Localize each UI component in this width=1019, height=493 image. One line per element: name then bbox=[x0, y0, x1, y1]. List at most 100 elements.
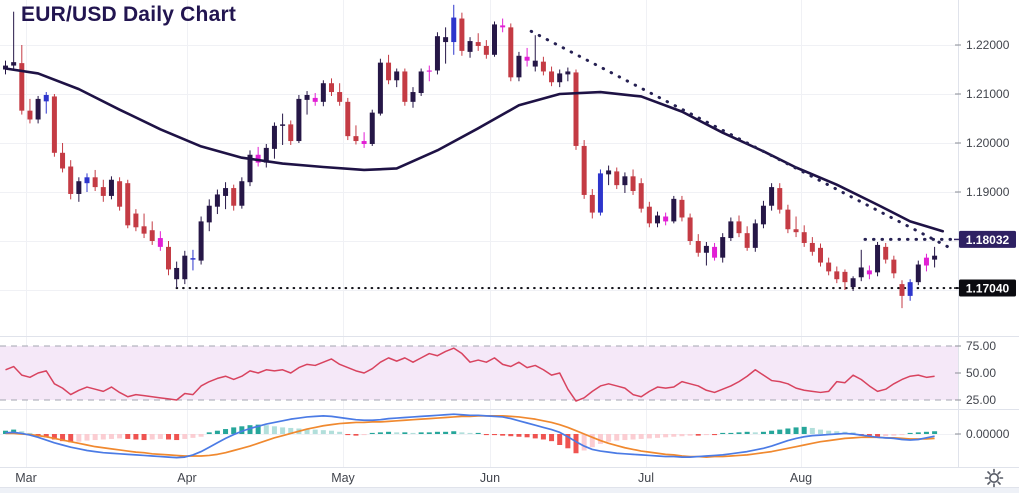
candle bbox=[296, 98, 302, 142]
macd-histogram-bar bbox=[695, 434, 701, 436]
candle bbox=[932, 255, 938, 260]
macd-histogram-bar bbox=[565, 434, 571, 449]
macd-histogram-bar bbox=[198, 434, 204, 437]
candle bbox=[923, 257, 929, 266]
candle bbox=[769, 187, 775, 206]
candle bbox=[312, 97, 318, 102]
candle bbox=[231, 188, 237, 206]
price-badge-text: 1.18032 bbox=[966, 233, 1010, 247]
macd-histogram-bar bbox=[92, 434, 98, 441]
macd-histogram-bar bbox=[467, 432, 473, 434]
macd-histogram-bar bbox=[785, 428, 791, 434]
time-axis: Mar Apr May Jun Jul Aug bbox=[15, 471, 812, 485]
macd-histogram-bar bbox=[687, 434, 693, 436]
candle bbox=[785, 209, 791, 230]
candle bbox=[76, 181, 82, 194]
candle bbox=[198, 221, 204, 261]
macd-histogram-bar bbox=[426, 432, 432, 434]
candle bbox=[410, 92, 416, 102]
candle bbox=[540, 61, 546, 72]
candle bbox=[329, 83, 334, 93]
settings-gear-icon[interactable] bbox=[983, 467, 1005, 489]
macd-histogram-bar bbox=[255, 424, 261, 434]
macd-histogram-bar bbox=[597, 434, 603, 444]
macd-histogram-bar bbox=[60, 434, 66, 442]
candle bbox=[214, 194, 220, 207]
macd-histogram-bar bbox=[500, 434, 506, 436]
candle bbox=[320, 83, 326, 102]
candle bbox=[402, 71, 408, 102]
candle bbox=[353, 136, 359, 142]
candle bbox=[125, 183, 131, 226]
candle bbox=[532, 60, 538, 67]
month-label[interactable]: Aug bbox=[790, 471, 812, 485]
candle bbox=[100, 187, 106, 196]
candle bbox=[280, 124, 286, 126]
rsi-tick-label: 25.00 bbox=[966, 393, 996, 407]
candle bbox=[68, 166, 74, 194]
candle bbox=[801, 232, 807, 243]
candle bbox=[84, 177, 90, 184]
candle bbox=[43, 94, 49, 102]
candle bbox=[557, 73, 563, 83]
macd-histogram-bar bbox=[549, 434, 555, 442]
candle bbox=[483, 45, 489, 55]
candle bbox=[516, 55, 522, 78]
candle bbox=[760, 205, 766, 225]
candle bbox=[614, 171, 620, 186]
candle bbox=[655, 215, 660, 224]
macd-histogram-bar bbox=[377, 432, 383, 434]
candle bbox=[247, 154, 253, 183]
macd-histogram-bar bbox=[51, 434, 57, 440]
macd-histogram-bar bbox=[492, 434, 497, 436]
candle bbox=[703, 245, 709, 253]
candle bbox=[842, 271, 848, 283]
candle bbox=[475, 42, 481, 46]
macd-histogram-bar bbox=[508, 434, 514, 437]
candle bbox=[345, 101, 351, 137]
month-label[interactable]: Jun bbox=[480, 471, 500, 485]
macd-histogram-bar bbox=[728, 432, 734, 434]
macd-histogram-bar bbox=[712, 434, 718, 436]
candle bbox=[451, 17, 457, 43]
macd-histogram-bar bbox=[231, 427, 237, 434]
macd-histogram-bar bbox=[214, 430, 220, 434]
month-label[interactable]: May bbox=[331, 471, 355, 485]
macd-histogram-bar bbox=[443, 431, 449, 434]
macd-histogram-bar bbox=[581, 434, 587, 451]
macd-histogram-bar bbox=[475, 432, 481, 434]
candle bbox=[736, 221, 742, 234]
macd-histogram-bar bbox=[736, 432, 742, 434]
rsi-tick-label: 50.00 bbox=[966, 366, 996, 380]
macd-histogram-bar bbox=[149, 434, 155, 440]
rsi-line bbox=[5, 347, 935, 402]
candle bbox=[206, 205, 212, 223]
candle bbox=[671, 198, 677, 222]
macd-histogram-bar bbox=[932, 431, 938, 434]
candle bbox=[858, 267, 864, 278]
macd-histogram-bar bbox=[35, 434, 41, 436]
macd-histogram-bar bbox=[239, 426, 245, 434]
macd-histogram-bar bbox=[622, 434, 628, 441]
candle bbox=[638, 183, 644, 209]
month-label[interactable]: Jul bbox=[638, 471, 654, 485]
rsi-band bbox=[0, 345, 958, 401]
macd-histogram-bar bbox=[157, 434, 163, 439]
macd-histogram-bar bbox=[369, 432, 375, 434]
macd-histogram-bar bbox=[638, 434, 644, 439]
month-label[interactable]: Mar bbox=[15, 471, 37, 485]
month-label[interactable]: Apr bbox=[177, 471, 196, 485]
candle bbox=[27, 110, 33, 120]
candle bbox=[549, 71, 555, 83]
macd-zero-label: 0.00000 bbox=[966, 427, 1010, 441]
candle bbox=[899, 284, 905, 296]
candle bbox=[606, 170, 612, 175]
price-axis: 1.22000 1.21000 1.20000 1.19000 75.00 50.00 25… bbox=[955, 38, 1010, 441]
macd-histogram-bar bbox=[540, 434, 546, 440]
macd-histogram-bar bbox=[679, 434, 685, 437]
price-tick-label: 1.20000 bbox=[966, 136, 1010, 150]
candle bbox=[850, 278, 856, 288]
macd-histogram-bar bbox=[532, 434, 538, 439]
